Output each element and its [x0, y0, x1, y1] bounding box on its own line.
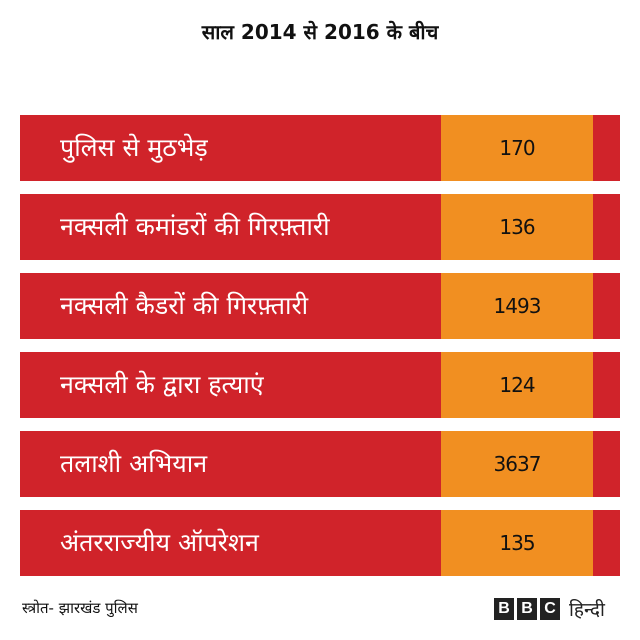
stat-row-cadre-arrests: नक्सली कैडरों की गिरफ़्तारी 1493	[20, 273, 620, 339]
stat-row-killings: नक्सली के द्वारा हत्याएं 124	[20, 352, 620, 418]
stat-label: तलाशी अभियान	[60, 449, 208, 478]
stat-value: 1493	[493, 294, 542, 318]
stat-value-box: 124	[441, 352, 593, 418]
bbc-hindi-wordmark: हिन्दी	[569, 599, 605, 621]
stat-value-box: 136	[441, 194, 593, 260]
stat-row-interstate-operations: अंतरराज्यीय ऑपरेशन 135	[20, 510, 620, 576]
bbc-logo-block: B	[494, 598, 514, 620]
stat-value: 136	[499, 215, 535, 239]
stat-row-commander-arrests: नक्सली कमांडरों की गिरफ़्तारी 136	[20, 194, 620, 260]
stat-label: नक्सली कमांडरों की गिरफ़्तारी	[60, 212, 330, 241]
stat-value-box: 135	[441, 510, 593, 576]
stat-value: 135	[499, 531, 535, 555]
stat-value: 170	[499, 136, 535, 160]
source-credit: स्त्रोत- झारखंड पुलिस	[22, 599, 138, 617]
stat-label: नक्सली कैडरों की गिरफ़्तारी	[60, 291, 309, 320]
stat-label: पुलिस से मुठभेड़	[60, 133, 208, 162]
stat-row-encounters: पुलिस से मुठभेड़ 170	[20, 115, 620, 181]
page-title: साल 2014 से 2016 के बीच	[201, 20, 439, 44]
stat-value-box: 170	[441, 115, 593, 181]
stat-value: 124	[499, 373, 535, 397]
stats-list: पुलिस से मुठभेड़ 170 नक्सली कमांडरों की …	[20, 115, 620, 589]
stat-value: 3637	[493, 452, 542, 476]
stat-label: नक्सली के द्वारा हत्याएं	[60, 370, 264, 399]
bbc-logo-block: C	[540, 598, 560, 620]
stat-label: अंतरराज्यीय ऑपरेशन	[60, 528, 259, 557]
bbc-hindi-logo: B B C हिन्दी	[494, 596, 605, 622]
stat-row-search-operations: तलाशी अभियान 3637	[20, 431, 620, 497]
stat-value-box: 3637	[441, 431, 593, 497]
bbc-logo-block: B	[517, 598, 537, 620]
stat-value-box: 1493	[441, 273, 593, 339]
